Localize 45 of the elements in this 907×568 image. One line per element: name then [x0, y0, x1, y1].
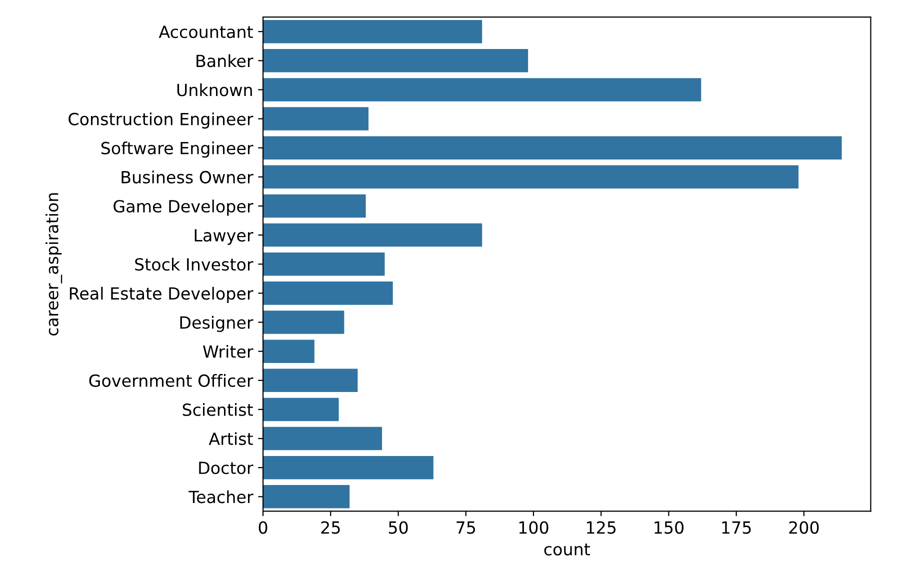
- bar: [263, 20, 482, 44]
- y-tick-label: Accountant: [158, 26, 253, 38]
- y-tick-label: Stock Investor: [135, 258, 254, 271]
- bar: [263, 426, 382, 450]
- x-tick-label: 150: [654, 521, 684, 534]
- bar: [263, 282, 393, 305]
- x-tick-label: 50: [388, 521, 408, 534]
- y-tick-label: Banker: [196, 54, 254, 68]
- bar: [263, 223, 482, 247]
- bar: [263, 78, 702, 102]
- y-tick-label: Real Estate Developer: [70, 286, 254, 303]
- y-tick-label: Government Officer: [89, 374, 254, 387]
- x-tick-label: 75: [456, 521, 476, 534]
- bar: [263, 398, 339, 422]
- bar: [263, 136, 842, 160]
- bar: [263, 485, 350, 508]
- bar: [263, 165, 799, 189]
- y-tick-label: Software Engineer: [101, 142, 254, 158]
- x-tick-label: 175: [722, 521, 751, 534]
- bar: [263, 194, 366, 218]
- bar: [263, 49, 528, 72]
- bar: [263, 310, 344, 334]
- y-tick-label: Game Developer: [114, 200, 254, 216]
- bar: [263, 252, 385, 276]
- bar: [263, 456, 434, 480]
- x-tick-label: 200: [789, 521, 819, 534]
- y-tick-label: Unknown: [177, 83, 252, 96]
- y-axis-title: career_aspiration: [46, 193, 62, 336]
- y-tick-label: Lawyer: [194, 229, 254, 245]
- y-tick-label: Business Owner: [122, 170, 254, 184]
- y-tick-label: Designer: [180, 316, 254, 332]
- y-tick-label: Teacher: [188, 490, 254, 504]
- y-tick-label: Writer: [203, 344, 254, 358]
- y-tick-label: Artist: [208, 432, 253, 446]
- y-tick-label: Doctor: [199, 462, 254, 474]
- x-axis-title: count: [544, 544, 590, 556]
- bar: [263, 368, 358, 392]
- bar: [263, 340, 314, 363]
- y-tick-label: Construction Engineer: [68, 112, 254, 129]
- x-tick-label: 25: [321, 521, 340, 534]
- y-tick-label: Scientist: [182, 403, 253, 416]
- bar: [263, 107, 369, 130]
- x-tick-label: 125: [587, 521, 616, 534]
- x-tick-label: 100: [519, 521, 548, 534]
- x-tick-label: 0: [258, 521, 268, 534]
